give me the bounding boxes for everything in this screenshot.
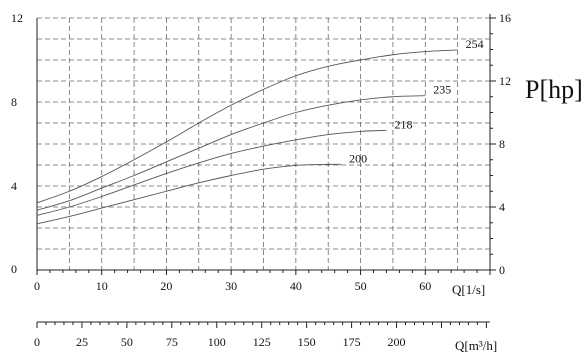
x-tick-label: 0	[34, 279, 40, 293]
y-tick-label: 0	[11, 262, 17, 276]
curve-label-200: 200	[349, 151, 367, 165]
labels: 0 4 8 12 0 4 8 12 16 0 10 20 30 40 50 60 0 25 50 75 100 125 15…	[11, 11, 511, 349]
x2-tick-label: 125	[253, 335, 271, 349]
x2-axis-label: Q[m³/h]	[455, 338, 497, 353]
x2-tick-label: 175	[343, 335, 361, 349]
x-tick-label: 10	[96, 279, 108, 293]
y-tick-label: 4	[11, 179, 17, 193]
curve-label-235: 235	[433, 83, 451, 97]
x2-tick-label: 100	[208, 335, 226, 349]
x2-tick-label: 75	[166, 335, 178, 349]
y-tick-label: 12	[11, 11, 23, 25]
curve-218	[36, 129, 387, 216]
x2-tick-label: 200	[388, 335, 406, 349]
curve-254	[36, 49, 458, 204]
curve-235	[36, 95, 426, 211]
y2-tick-label: 0	[499, 263, 505, 277]
x-tick-label: 30	[225, 279, 237, 293]
curve-label-218: 218	[394, 117, 412, 131]
axes	[36, 14, 496, 328]
y2-tick-label: 12	[499, 74, 511, 88]
curves	[36, 49, 458, 225]
x2-tick-label: 50	[121, 335, 133, 349]
x-tick-label: 50	[355, 279, 367, 293]
grid	[37, 17, 490, 270]
x-tick-label: 40	[290, 279, 302, 293]
x-tick-label: 60	[419, 279, 431, 293]
x2-tick-label: 0	[34, 335, 40, 349]
y2-tick-label: 8	[499, 137, 505, 151]
x2-tick-label: 25	[76, 335, 88, 349]
x-tick-label: 20	[160, 279, 172, 293]
curve-label-254: 254	[466, 37, 484, 51]
y2-axis-label: P[hp]	[525, 75, 583, 104]
y2-tick-label: 4	[499, 200, 505, 214]
y2-tick-label: 16	[499, 11, 511, 25]
x2-tick-label: 150	[298, 335, 316, 349]
y-tick-label: 8	[11, 95, 17, 109]
x-axis-label: Q[1/s]	[452, 282, 485, 297]
curve-200	[36, 163, 342, 225]
